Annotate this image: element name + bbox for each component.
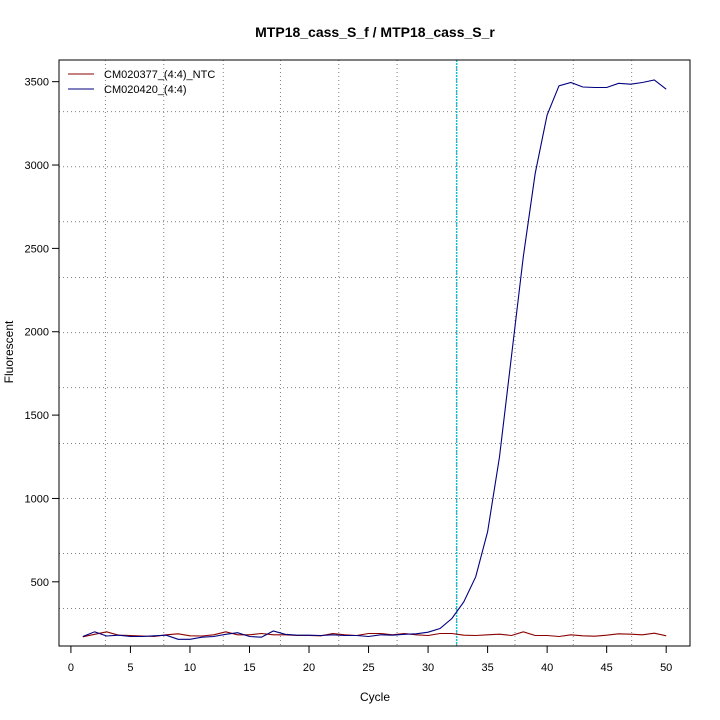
y-tick-label: 2000 xyxy=(25,327,49,339)
y-axis: 500 1000 1500 2000 2500 3000 3500 xyxy=(25,77,60,589)
chart-title: MTP18_cass_S_f / MTP18_cass_S_r xyxy=(255,24,495,40)
y-axis-label: Fluorescent xyxy=(2,320,16,383)
x-tick-label: 30 xyxy=(422,662,434,674)
series-group xyxy=(82,79,667,640)
series-line-1 xyxy=(82,631,667,638)
x-tick-label: 45 xyxy=(601,662,613,674)
legend: CM020377_(4:4)_NTC CM020420_(4:4) xyxy=(68,69,215,96)
x-axis-label: Cycle xyxy=(360,690,390,704)
x-tick-label: 35 xyxy=(481,662,493,674)
y-tick-label: 3500 xyxy=(25,77,49,89)
x-tick-label: 40 xyxy=(541,662,553,674)
series-line-2 xyxy=(82,79,667,640)
x-axis: 0 5 10 15 20 25 30 35 40 45 50 xyxy=(68,645,672,674)
plot-frame xyxy=(58,59,691,647)
grid xyxy=(59,60,690,646)
y-tick-label: 3000 xyxy=(25,160,49,172)
y-tick-label: 2500 xyxy=(25,243,49,255)
x-tick-label: 25 xyxy=(362,662,374,674)
x-tick-label: 15 xyxy=(243,662,255,674)
x-tick-label: 50 xyxy=(660,662,672,674)
y-tick-label: 1000 xyxy=(25,493,49,505)
x-tick-label: 20 xyxy=(303,662,315,674)
x-tick-label: 5 xyxy=(127,662,133,674)
x-tick-label: 10 xyxy=(184,662,196,674)
y-tick-label: 500 xyxy=(31,577,49,589)
legend-label: CM020420_(4:4) xyxy=(104,84,187,96)
legend-label: CM020377_(4:4)_NTC xyxy=(104,69,215,81)
y-tick-label: 1500 xyxy=(25,410,49,422)
x-tick-label: 0 xyxy=(68,662,74,674)
